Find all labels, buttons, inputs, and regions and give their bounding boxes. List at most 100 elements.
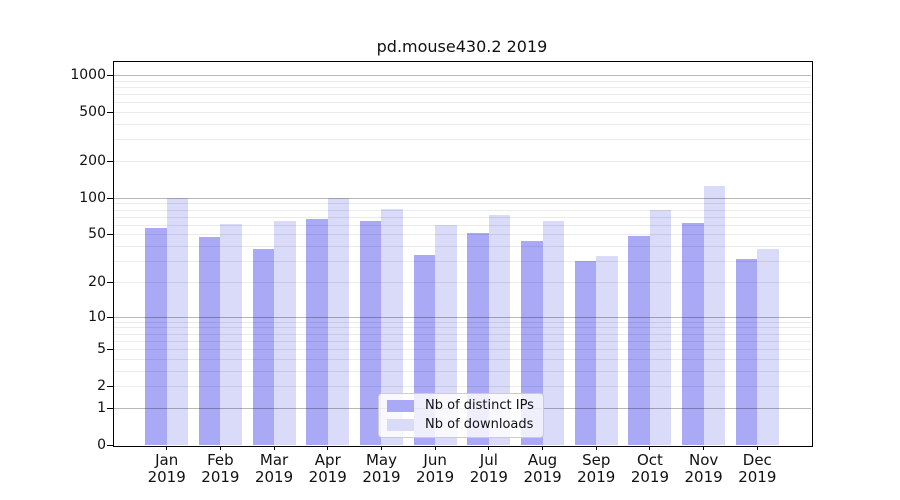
legend-label-distinct-ips: Nb of distinct IPs [425,398,534,413]
bar-nb-of-distinct-ips-oct-2019 [628,235,650,445]
bar-nb-of-distinct-ips-apr-2019 [306,219,328,445]
y-tick-label: 50 [88,226,106,243]
bar-nb-of-downloads-jun-2019 [435,224,457,445]
x-tick-label: Dec 2019 [738,451,777,486]
gridline-minor [113,340,811,342]
x-tick-label: Mar 2019 [254,451,294,486]
bar-nb-of-distinct-ips-nov-2019 [682,223,704,445]
gridline-minor [113,327,811,329]
x-tick-mark [166,446,168,450]
bar-nb-of-downloads-jul-2019 [488,215,511,445]
legend-entry-distinct-ips: Nb of distinct IPs [387,398,535,414]
gridline-minor [113,349,811,351]
x-tick-label: Nov 2019 [684,451,723,486]
y-tick-label: 100 [79,189,106,206]
gridline-major [113,316,811,318]
bar-nb-of-downloads-mar-2019 [274,221,296,445]
y-tick-mark [107,161,113,162]
y-tick-label: 20 [88,273,106,290]
x-tick-mark [219,446,221,450]
x-tick-mark [434,446,436,450]
bar-nb-of-downloads-dec-2019 [757,248,779,445]
y-tick-mark [107,281,113,283]
x-tick-label: Jan 2019 [147,451,186,486]
x-tick-label: Jun 2019 [416,451,455,486]
legend-entry-downloads: Nb of downloads [387,417,535,433]
gridline-minor [113,234,811,236]
y-tick-mark [107,234,113,236]
bar-nb-of-downloads-nov-2019 [703,186,726,445]
x-tick-mark [542,446,544,450]
bar-nb-of-downloads-may-2019 [381,209,403,445]
legend: Nb of distinct IPs Nb of downloads [378,393,544,438]
chart-title: pd.mouse430.2 2019 [376,37,548,56]
y-tick-mark [107,112,113,114]
x-tick-label: Jul 2019 [469,451,508,486]
gridline-minor [113,209,811,211]
y-tick-label: 2 [97,378,106,395]
bar-nb-of-distinct-ips-jul-2019 [467,233,489,445]
x-tick-mark [703,446,705,450]
gridline-minor [113,386,811,388]
y-tick-mark [107,75,113,77]
legend-label-downloads: Nb of downloads [425,417,534,432]
y-tick-mark [107,316,113,318]
x-tick-mark [595,446,597,450]
gridline-minor [113,139,811,141]
y-tick-label: 10 [88,308,106,325]
x-tick-mark [327,446,329,450]
x-tick-label: Feb 2019 [201,451,240,486]
y-tick-label: 500 [79,104,106,121]
y-tick-mark [107,407,113,409]
bar-nb-of-downloads-jan-2019 [166,197,189,445]
gridline-major [113,75,811,77]
x-tick-label: Oct 2019 [630,451,670,486]
x-tick-label: Apr 2019 [308,451,347,486]
x-tick-mark [273,446,275,450]
gridline-minor [113,281,811,283]
y-tick-mark [107,386,113,388]
y-tick-mark [107,349,113,351]
legend-swatch-downloads [387,419,414,431]
gridline-major [113,197,811,199]
x-tick-mark [488,446,490,450]
bar-nb-of-distinct-ips-dec-2019 [735,259,758,445]
gridline-minor [113,333,811,335]
y-tick-label: 1000 [70,67,106,84]
x-tick-label: May 2019 [362,451,401,486]
gridline-minor [113,224,811,226]
gridline-minor [113,124,811,126]
bar-nb-of-downloads-feb-2019 [220,223,242,445]
y-tick-mark [107,445,113,446]
gridline-minor [113,261,811,263]
y-tick-label: 5 [97,341,106,358]
y-tick-label: 200 [79,153,106,169]
bar-nb-of-distinct-ips-feb-2019 [198,236,221,445]
bar-nb-of-distinct-ips-may-2019 [359,220,382,445]
gridline-minor [113,321,811,323]
gridline-minor [113,161,811,162]
y-tick-label: 1 [97,399,106,416]
x-tick-mark [649,446,651,450]
bar-nb-of-distinct-ips-mar-2019 [252,248,275,445]
gridline-minor [113,80,811,82]
x-tick-label: Sep 2019 [577,451,616,486]
gridline-minor [113,216,811,218]
gridline-minor [113,86,811,88]
gridline-minor [113,358,811,360]
legend-swatch-distinct-ips [387,400,414,412]
x-tick-mark [380,446,382,450]
bar-nb-of-distinct-ips-sep-2019 [574,261,597,445]
bar-nb-of-downloads-apr-2019 [327,197,350,445]
bar-nb-of-distinct-ips-jan-2019 [145,228,167,445]
gridline-minor [113,102,811,104]
x-tick-label: Aug 2019 [523,451,562,486]
gridline-minor [113,246,811,248]
bar-nb-of-downloads-sep-2019 [596,256,618,445]
gridline-minor [113,370,811,372]
gridline-minor [113,94,811,96]
bar-nb-of-downloads-aug-2019 [542,220,564,445]
bar-nb-of-downloads-oct-2019 [649,209,672,445]
x-tick-mark [756,446,758,450]
